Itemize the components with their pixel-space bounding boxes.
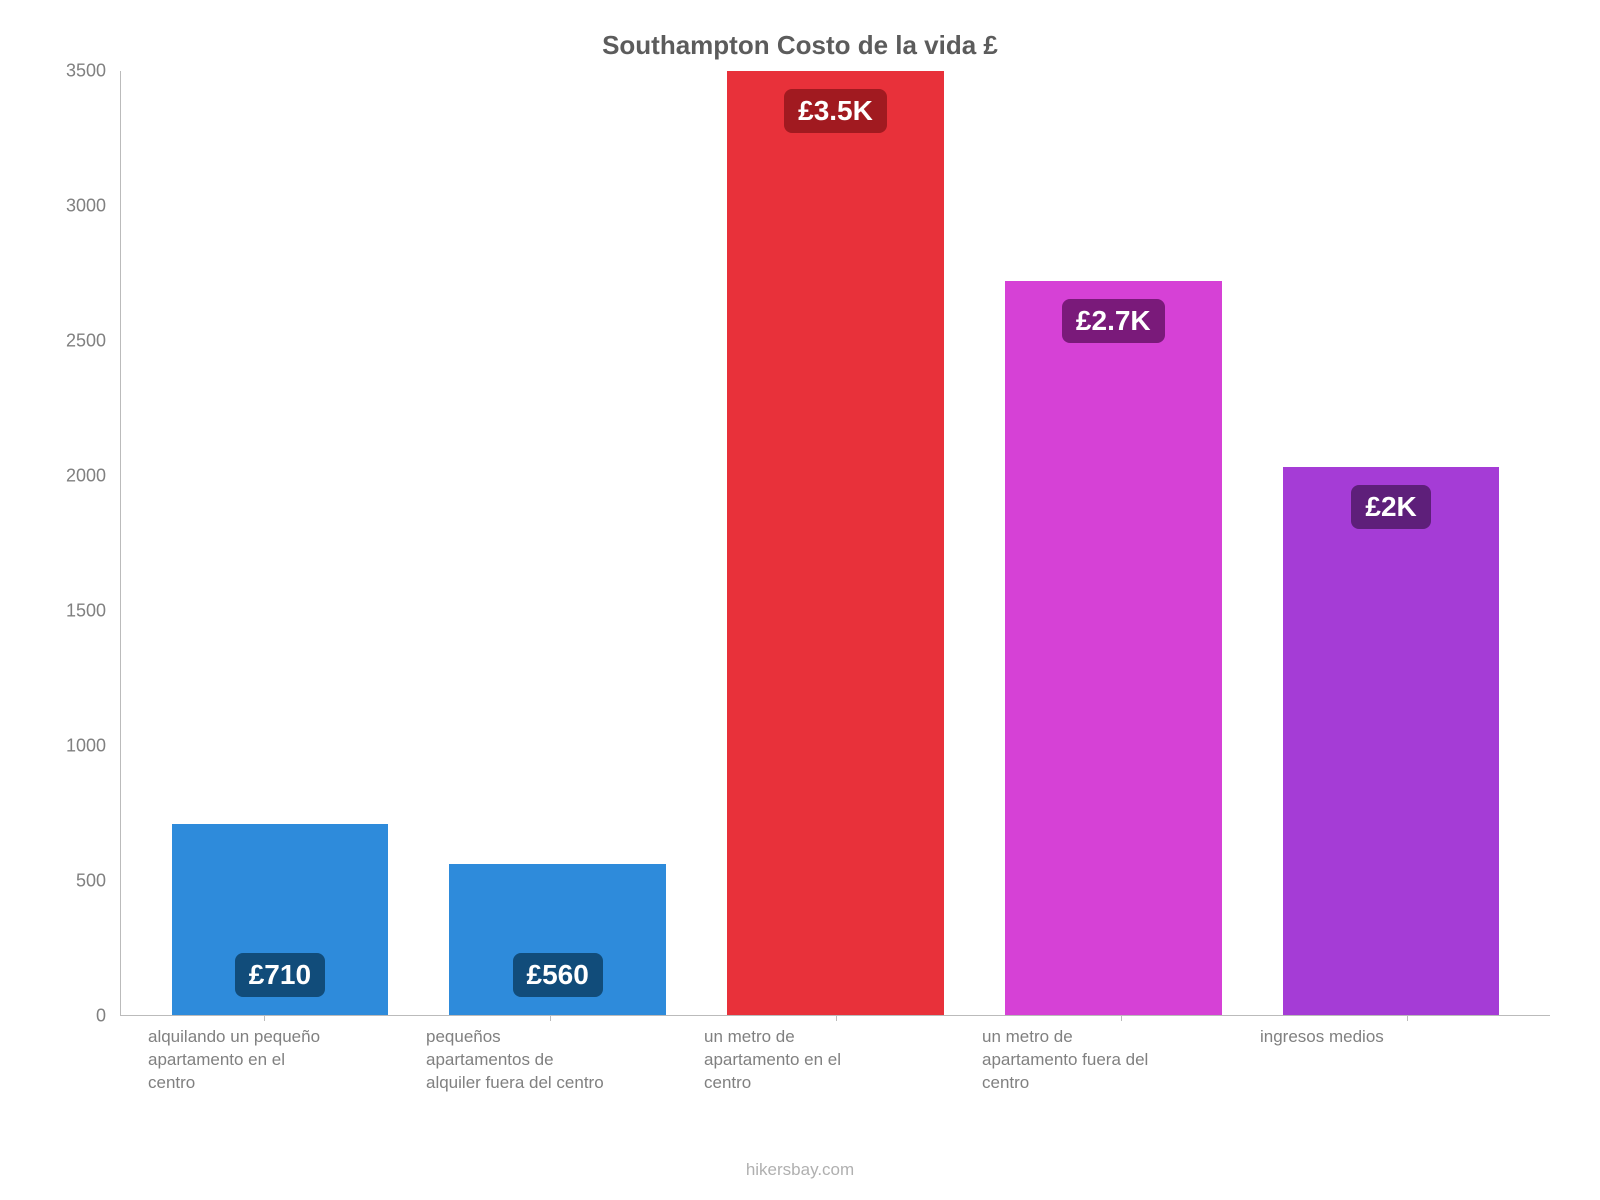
x-category-label-text: ingresos medios — [1260, 1026, 1440, 1049]
x-category-label: ingresos medios — [1252, 1026, 1530, 1156]
y-tick-label: 2500 — [66, 331, 106, 352]
y-tick-label: 3000 — [66, 196, 106, 217]
plot-area: £710 £560 £3.5K £2.7K £2K — [120, 71, 1550, 1016]
attribution: hikersbay.com — [50, 1156, 1550, 1180]
x-tick-mark — [264, 1015, 265, 1021]
y-tick-label: 0 — [96, 1006, 106, 1027]
x-tick-mark — [1407, 1015, 1408, 1021]
cost-of-living-chart: Southampton Costo de la vida £ 0 500 1000 1… — [0, 0, 1600, 1200]
bar-slot: £2.7K — [974, 71, 1252, 1015]
bar: £2K — [1283, 467, 1500, 1015]
bar: £2.7K — [1005, 281, 1222, 1015]
bar-value-label: £2.7K — [1062, 299, 1165, 343]
x-category-label-text: un metro de apartamento fuera del centro — [982, 1026, 1162, 1095]
bar-value-label: £710 — [235, 953, 325, 997]
y-tick-label: 1000 — [66, 736, 106, 757]
bar: £560 — [449, 864, 666, 1015]
plot-region: 0500100015002000250030003500 £710£560£3.… — [50, 71, 1550, 1016]
x-axis: alquilando un pequeño apartamento en el … — [50, 1016, 1550, 1156]
x-category-label: alquilando un pequeño apartamento en el … — [140, 1026, 418, 1156]
x-category-label: pequeños apartamentos de alquiler fuera … — [418, 1026, 696, 1156]
x-category-label-text: alquilando un pequeño apartamento en el … — [148, 1026, 328, 1095]
bar-value-label: £2K — [1351, 485, 1430, 529]
bar: £710 — [172, 824, 389, 1015]
x-labels: alquilando un pequeño apartamento en el … — [120, 1016, 1550, 1156]
y-tick-label: 500 — [76, 871, 106, 892]
bar-slot: £710 — [141, 71, 419, 1015]
x-category-label: un metro de apartamento fuera del centro — [974, 1026, 1252, 1156]
bar-slot: £560 — [419, 71, 697, 1015]
bar-value-label: £3.5K — [784, 89, 887, 133]
x-tick-mark — [1121, 1015, 1122, 1021]
bar-slot: £3.5K — [697, 71, 975, 1015]
y-tick-label: 2000 — [66, 466, 106, 487]
bar-value-label: £560 — [513, 953, 603, 997]
x-tick-mark — [550, 1015, 551, 1021]
y-axis: 0500100015002000250030003500 — [50, 71, 120, 1016]
x-category-label-text: pequeños apartamentos de alquiler fuera … — [426, 1026, 606, 1095]
bar: £3.5K — [727, 71, 944, 1015]
bars-container: £710 £560 £3.5K £2.7K £2K — [121, 71, 1550, 1015]
y-tick-label: 1500 — [66, 601, 106, 622]
x-category-label: un metro de apartamento en el centro — [696, 1026, 974, 1156]
chart-title: Southampton Costo de la vida £ — [50, 30, 1550, 61]
y-tick-label: 3500 — [66, 61, 106, 82]
bar-slot: £2K — [1252, 71, 1530, 1015]
x-tick-mark — [836, 1015, 837, 1021]
x-category-label-text: un metro de apartamento en el centro — [704, 1026, 884, 1095]
